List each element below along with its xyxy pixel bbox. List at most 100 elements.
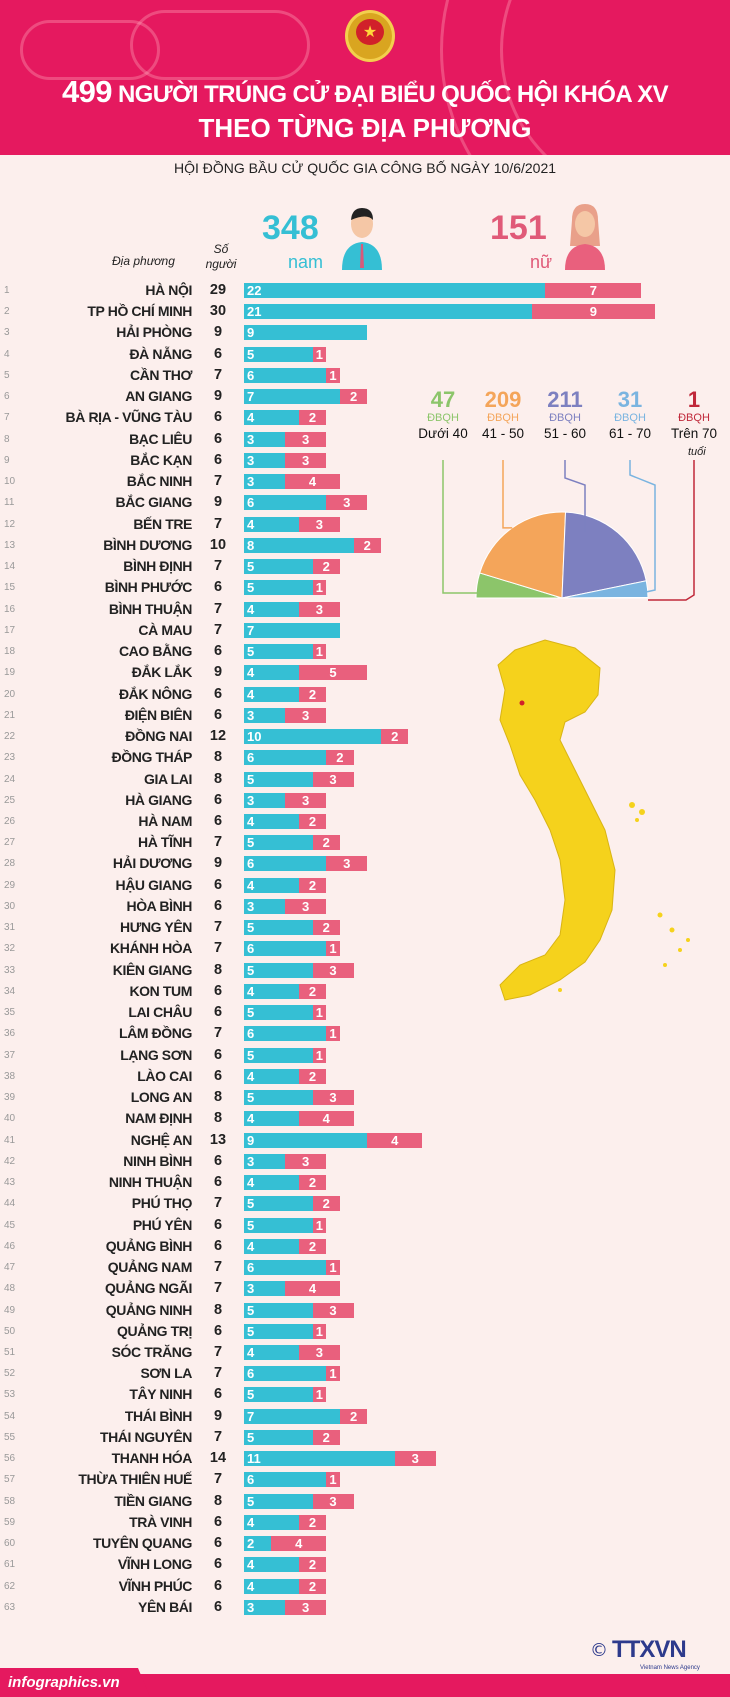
male-bar: 5 xyxy=(244,644,313,660)
site-link[interactable]: infographics.vn xyxy=(8,1674,120,1691)
province-name: BẮC GIANG xyxy=(115,494,192,511)
ttxvn-logo: TTXVN xyxy=(612,1636,687,1663)
male-bar: 4 xyxy=(244,814,299,829)
age-group-unit: ĐBQH xyxy=(549,412,581,424)
male-bar: 6 xyxy=(244,495,327,511)
province-row: 12 BẾN TRE 7 4 3 xyxy=(0,516,730,533)
row-index: 54 xyxy=(4,1410,16,1422)
row-index: 24 xyxy=(4,773,16,785)
female-bar: 5 xyxy=(298,665,368,681)
female-bar: 3 xyxy=(285,452,327,468)
total-count: 6 xyxy=(213,643,223,660)
total-count: 6 xyxy=(213,409,223,426)
province-name: ĐÀ NẴNG xyxy=(129,345,192,362)
province-name: NGHỆ AN xyxy=(130,1131,193,1148)
row-index: 39 xyxy=(4,1092,16,1104)
male-bar: 3 xyxy=(244,707,286,723)
male-count: 348 xyxy=(262,209,319,247)
female-bar: 3 xyxy=(285,431,327,447)
row-index: 42 xyxy=(4,1155,16,1167)
male-bar: 6 xyxy=(244,856,327,872)
province-row: 40 NAM ĐỊNH 8 4 4 xyxy=(0,1110,730,1127)
province-name: THỪA THIÊN HUẾ xyxy=(78,1471,192,1488)
province-row: 15 BÌNH PHƯỚC 6 5 1 xyxy=(0,579,730,596)
province-row: 43 NINH THUẬN 6 4 2 xyxy=(0,1174,730,1191)
male-bar: 5 xyxy=(244,1217,313,1233)
male-bar: 5 xyxy=(244,771,313,787)
province-row: 20 ĐẮK NÔNG 6 4 2 xyxy=(0,686,730,703)
province-name: CẦN THƠ xyxy=(129,366,192,383)
province-row: 14 BÌNH ĐỊNH 7 5 2 xyxy=(0,558,730,575)
total-count: 7 xyxy=(213,1280,223,1297)
row-index: 15 xyxy=(4,582,16,594)
male-bar: 5 xyxy=(244,1196,313,1212)
province-name: TP HỒ CHÍ MINH xyxy=(87,303,192,320)
province-row: 17 CÀ MAU 7 7 xyxy=(0,622,730,639)
total-count: 9 xyxy=(213,1407,223,1424)
total-count: 7 xyxy=(213,919,223,936)
province-name: LÂM ĐỒNG xyxy=(118,1025,192,1042)
male-bar: 21 xyxy=(244,304,532,320)
total-count: 9 xyxy=(213,494,223,511)
total-count: 6 xyxy=(213,982,223,999)
province-name: YÊN BÁI xyxy=(138,1598,192,1615)
row-index: 32 xyxy=(4,943,16,955)
row-index: 52 xyxy=(4,1368,16,1380)
age-group-label: Trên 70 xyxy=(670,426,718,441)
male-bar: 5 xyxy=(244,962,313,978)
female-bar: 2 xyxy=(312,559,340,575)
male-bar: 5 xyxy=(244,559,313,575)
row-index: 57 xyxy=(4,1474,16,1486)
female-bar: 2 xyxy=(312,920,340,936)
row-index: 14 xyxy=(4,561,16,573)
age-slice xyxy=(561,511,647,599)
row-index: 53 xyxy=(4,1389,16,1401)
total-count: 8 xyxy=(213,1089,223,1106)
province-name: BÌNH PHƯỚC xyxy=(104,579,193,596)
province-name: ĐẮK NÔNG xyxy=(118,685,192,702)
province-row: 58 TIỀN GIANG 8 5 3 xyxy=(0,1493,730,1510)
row-index: 43 xyxy=(4,1177,16,1189)
province-row: 30 HÒA BÌNH 6 3 3 xyxy=(0,898,730,915)
female-bar: 2 xyxy=(298,814,327,829)
age-group-label: 51 - 60 xyxy=(543,426,587,441)
row-index: 46 xyxy=(4,1240,16,1252)
female-bar: 1 xyxy=(312,346,327,362)
total-count: 6 xyxy=(213,897,223,914)
female-bar: 3 xyxy=(312,771,354,787)
province-name: ĐỒNG THÁP xyxy=(111,749,193,766)
row-index: 49 xyxy=(4,1304,16,1316)
total-count: 6 xyxy=(213,791,223,808)
male-bar: 4 xyxy=(244,686,299,702)
province-name: ĐIỆN BIÊN xyxy=(124,706,193,723)
age-group-count: 47 xyxy=(430,387,456,412)
male-bar: 6 xyxy=(244,941,327,957)
province-name: KIÊN GIANG xyxy=(112,961,193,978)
female-bar: 4 xyxy=(285,1281,340,1297)
male-bar: 6 xyxy=(244,1260,327,1276)
male-bar: 5 xyxy=(244,1429,313,1445)
total-count: 9 xyxy=(213,664,223,681)
total-count: 6 xyxy=(213,430,223,447)
province-row: 26 HÀ NAM 6 4 2 xyxy=(0,813,730,830)
male-bar: 10 xyxy=(244,729,381,745)
province-name: KHÁNH HÒA xyxy=(110,940,192,957)
province-name: KON TUM xyxy=(129,982,192,999)
total-count: 6 xyxy=(213,1577,223,1594)
male-bar: 9 xyxy=(244,325,368,341)
female-bar: 2 xyxy=(298,1578,327,1594)
female-bar: 2 xyxy=(312,1429,340,1445)
male-bar: 7 xyxy=(244,622,340,638)
total-count: 7 xyxy=(213,834,223,851)
total-count: 8 xyxy=(213,1301,223,1318)
province-name: THÁI NGUYÊN xyxy=(99,1428,192,1445)
row-index: 50 xyxy=(4,1325,16,1337)
row-index: 44 xyxy=(4,1198,16,1210)
female-bar: 3 xyxy=(312,1493,354,1509)
province-row: 42 NINH BÌNH 6 3 3 xyxy=(0,1153,730,1170)
province-row: 25 HÀ GIANG 6 3 3 xyxy=(0,792,730,809)
female-bar: 2 xyxy=(298,686,327,702)
age-group-count: 211 xyxy=(547,387,583,412)
national-emblem-icon: ★ xyxy=(345,10,395,62)
male-bar: 5 xyxy=(244,1387,313,1403)
